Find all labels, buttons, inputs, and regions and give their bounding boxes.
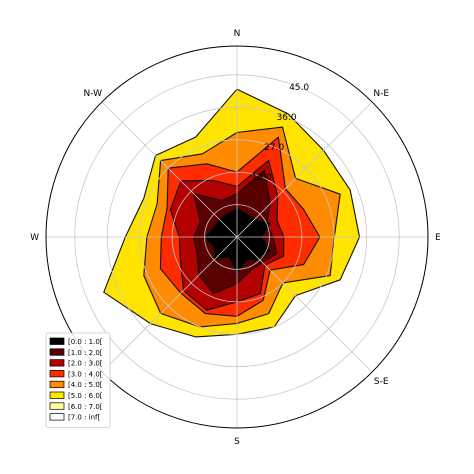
outer-frame	[45, 45, 429, 429]
direction-label-n-w: N-W	[84, 89, 103, 99]
radial-tick-label-1: 18.0	[252, 173, 272, 183]
direction-label-s: S	[234, 437, 240, 447]
direction-label-e: E	[435, 233, 441, 243]
legend-swatch-4	[49, 380, 65, 389]
radial-tick-label-2: 27.0	[264, 143, 284, 153]
radial-tick-labels: 18.0 27.0 36.0 45.0	[252, 83, 310, 183]
legend: [0.0 : 1.0[ [1.0 : 2.0[ [2.0 : 3.0[ [3.0 : …	[45, 332, 111, 428]
polar-grid	[45, 45, 429, 429]
grid-spoke-1	[236, 101, 373, 238]
grid-spoke-3	[236, 236, 373, 373]
legend-swatch-1	[49, 348, 65, 356]
direction-label-n: N	[234, 29, 241, 39]
legend-swatch-2	[49, 359, 65, 367]
direction-label-n-e: N-E	[373, 89, 389, 99]
grid-spoke-5	[101, 236, 238, 373]
legend-swatch-5	[49, 391, 65, 399]
legend-label-6: [6.0 : 7.0[	[68, 403, 103, 411]
legend-label-1: [1.0 : 2.0[	[68, 349, 103, 357]
direction-label-w: W	[30, 233, 39, 243]
radial-tick-label-3: 36.0	[277, 113, 297, 123]
grid-spoke-7	[101, 101, 238, 238]
legend-label-5: [5.0 : 6.0[	[68, 392, 103, 400]
direction-label-s-e: S-E	[374, 377, 389, 387]
legend-swatch-3	[49, 370, 65, 378]
legend-swatch-0	[49, 337, 65, 345]
legend-label-7: [7.0 : inf[	[68, 414, 101, 422]
legend-label-2: [2.0 : 3.0[	[68, 360, 103, 368]
legend-swatch-6	[49, 402, 65, 410]
rose-sectors	[103, 88, 361, 338]
legend-label-4: [4.0 : 5.0[	[68, 381, 103, 389]
legend-label-0: [0.0 : 1.0[	[68, 338, 103, 346]
legend-label-3: [3.0 : 4.0[	[68, 370, 103, 378]
radial-tick-label-4: 45.0	[289, 83, 309, 93]
legend-swatch-7	[49, 413, 65, 421]
